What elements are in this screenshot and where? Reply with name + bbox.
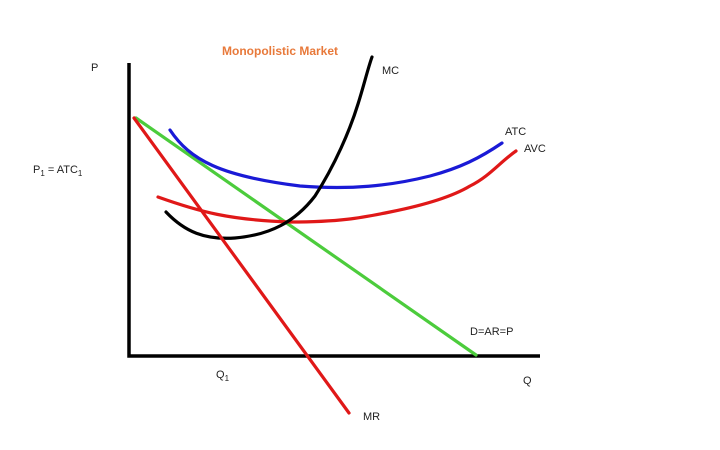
demand-label: D=AR=P bbox=[470, 326, 513, 338]
atc-curve bbox=[168, 128, 504, 190]
diagram-title: Monopolistic Market bbox=[222, 44, 338, 58]
atc-label: ATC bbox=[505, 126, 526, 138]
demand-curve bbox=[134, 116, 478, 357]
mr-label: MR bbox=[363, 411, 380, 423]
mc-curve bbox=[164, 55, 374, 240]
y-axis-label: P bbox=[91, 62, 98, 74]
price-marker-label: P1 = ATC1 bbox=[33, 164, 83, 178]
mc-label: MC bbox=[382, 65, 399, 77]
axes bbox=[127, 63, 540, 358]
x-axis-label: Q bbox=[523, 375, 532, 387]
mr-curve bbox=[132, 116, 351, 415]
avc-curve bbox=[156, 149, 518, 224]
avc-label: AVC bbox=[524, 143, 546, 155]
quantity-marker-label: Q1 bbox=[216, 369, 230, 383]
